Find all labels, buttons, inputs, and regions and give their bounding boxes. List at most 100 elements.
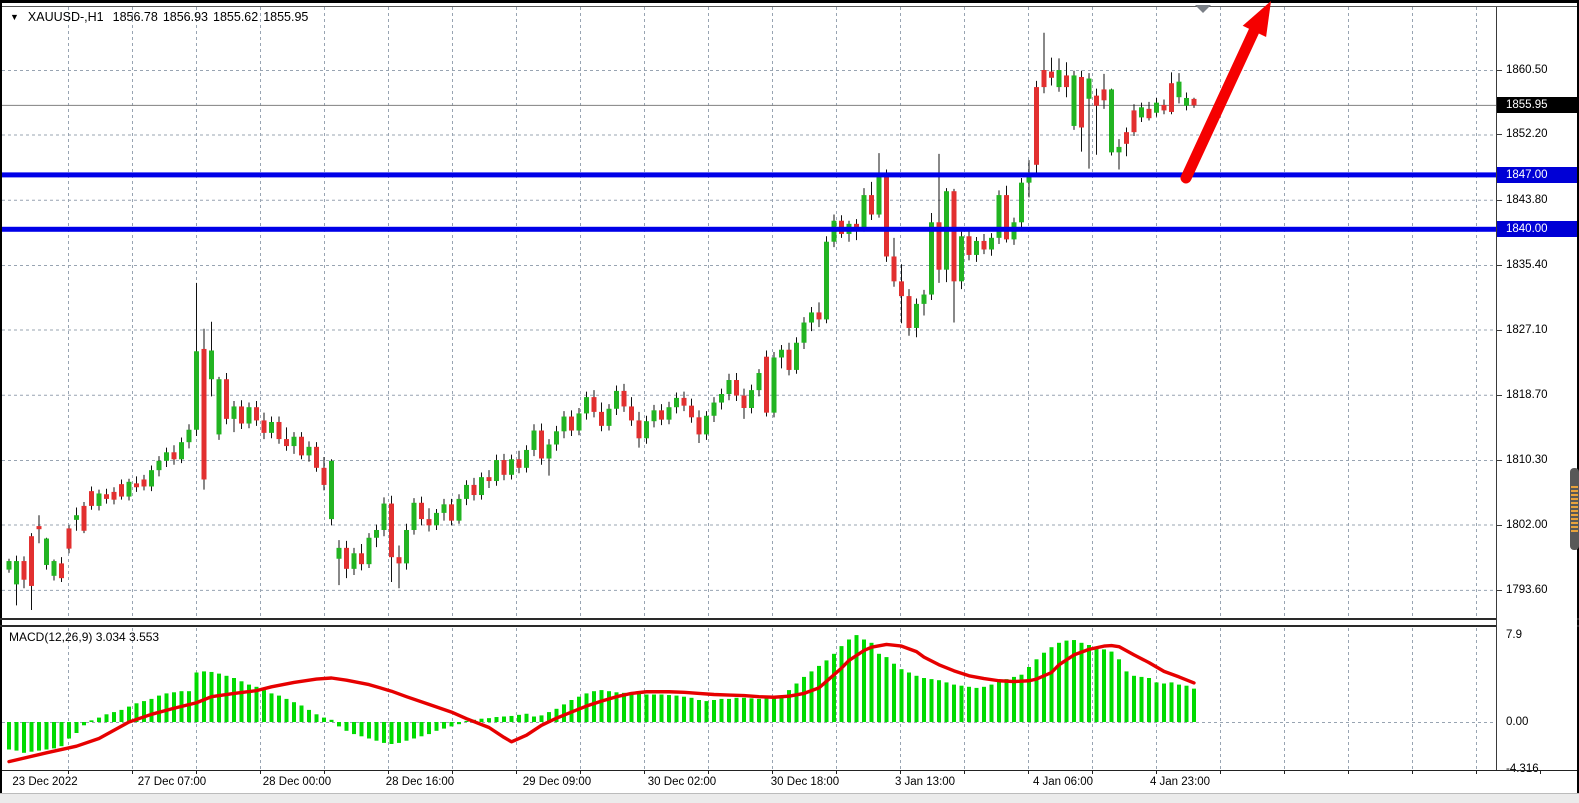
macd-tick-label: 7.9	[1506, 629, 1522, 642]
candle	[6, 558, 12, 573]
time-axis-label: 29 Dec 09:00	[522, 776, 592, 788]
time-axis[interactable]: 23 Dec 2022 27 Dec 07:00 28 Dec 00:00 28 De…	[2, 770, 1577, 794]
candle	[501, 453, 507, 481]
candle	[186, 424, 192, 449]
time-tick	[324, 771, 325, 774]
scrollbar-thumb[interactable]	[1570, 468, 1579, 550]
price-axis[interactable]: 1860.50 1852.20 1843.80 1835.40 1827.10 1818.…	[1497, 7, 1577, 792]
candle	[119, 479, 124, 500]
price-tick-label: 1818.70	[1506, 388, 1548, 401]
axis-tick	[1497, 589, 1502, 591]
candle	[569, 410, 574, 436]
time-axis-label: 28 Dec 00:00	[262, 776, 332, 788]
candle	[74, 507, 79, 531]
candle	[606, 404, 612, 431]
candle	[599, 402, 604, 432]
candle	[366, 533, 372, 569]
support-line-1840[interactable]	[2, 226, 1496, 232]
chevron-down-icon[interactable]: ▼	[10, 12, 19, 22]
candle	[614, 385, 619, 415]
candle	[966, 230, 972, 261]
time-tick	[1540, 771, 1541, 774]
candle	[786, 342, 792, 376]
candle	[1169, 72, 1174, 115]
trend-arrow[interactable]	[1180, 1, 1271, 184]
candle	[164, 447, 169, 468]
candle	[651, 404, 657, 428]
time-axis-label: 4 Jan 23:00	[1149, 776, 1211, 788]
window-border-right	[1577, 0, 1579, 803]
candle	[1116, 139, 1122, 170]
panel-splitter-line1[interactable]	[0, 618, 1579, 620]
candle	[1109, 88, 1114, 156]
candle	[471, 477, 477, 501]
support-line-1847[interactable]	[2, 172, 1496, 178]
candle	[179, 437, 184, 464]
macd-tick-label: 0.00	[1506, 716, 1529, 728]
candle	[479, 472, 484, 500]
candle	[449, 498, 454, 526]
time-tick	[132, 771, 133, 774]
candle	[194, 282, 199, 436]
price-tick-label: 1827.10	[1506, 323, 1548, 336]
candle	[794, 337, 799, 374]
candle	[224, 373, 229, 425]
candle	[974, 237, 979, 262]
candle	[426, 508, 432, 532]
candle	[659, 404, 664, 426]
candle	[539, 423, 544, 465]
candle	[704, 411, 709, 440]
candle	[584, 391, 589, 420]
time-tick	[964, 771, 965, 774]
ohlc-close: 1855.95	[263, 10, 309, 24]
chart-shift-marker-icon[interactable]	[1195, 5, 1211, 13]
candle	[336, 540, 342, 586]
axis-tick	[1497, 460, 1502, 462]
price-tick-label: 1793.60	[1506, 583, 1548, 596]
candle	[1079, 70, 1084, 152]
time-tick	[452, 771, 453, 774]
candle	[1124, 127, 1129, 157]
candle	[884, 169, 889, 262]
candle	[1026, 160, 1032, 198]
price-tick-label: 1852.20	[1506, 128, 1548, 141]
candle	[404, 523, 409, 570]
price-tick-label: 1843.80	[1506, 193, 1548, 206]
time-tick	[580, 771, 581, 774]
candle	[134, 476, 139, 492]
candle	[411, 498, 417, 535]
candle	[1131, 104, 1137, 137]
candle	[756, 369, 762, 397]
candle	[636, 411, 642, 448]
axis-tick	[1497, 265, 1502, 267]
candle	[1176, 73, 1182, 104]
panel-splitter-line2[interactable]	[0, 625, 1579, 627]
candle	[381, 497, 387, 537]
time-axis-label: 30 Dec 02:00	[647, 776, 717, 788]
candle	[276, 416, 282, 444]
candle	[989, 233, 994, 256]
candle	[524, 445, 529, 473]
candle	[561, 411, 567, 439]
macd-signal-line	[7, 642, 1196, 764]
candle	[1146, 101, 1152, 121]
candle	[464, 480, 469, 506]
candle	[261, 412, 267, 440]
chart-title-row: ▼ XAUUSD-,H1 1856.78 1856.93 1855.62 185…	[10, 9, 308, 25]
axis-tick	[1497, 394, 1502, 396]
candle	[674, 392, 679, 414]
candle	[869, 181, 874, 220]
candle	[111, 487, 117, 505]
candle	[899, 264, 904, 324]
candle	[269, 416, 274, 439]
candle	[741, 388, 747, 419]
time-axis-label: 28 Dec 16:00	[385, 776, 455, 788]
price-tick-label: 1810.30	[1506, 454, 1548, 467]
candle	[104, 488, 109, 504]
candle	[576, 407, 582, 436]
axis-tick	[1497, 329, 1502, 331]
candle	[1139, 102, 1144, 123]
candle	[951, 188, 957, 323]
ohlc-low: 1855.62	[213, 10, 259, 24]
